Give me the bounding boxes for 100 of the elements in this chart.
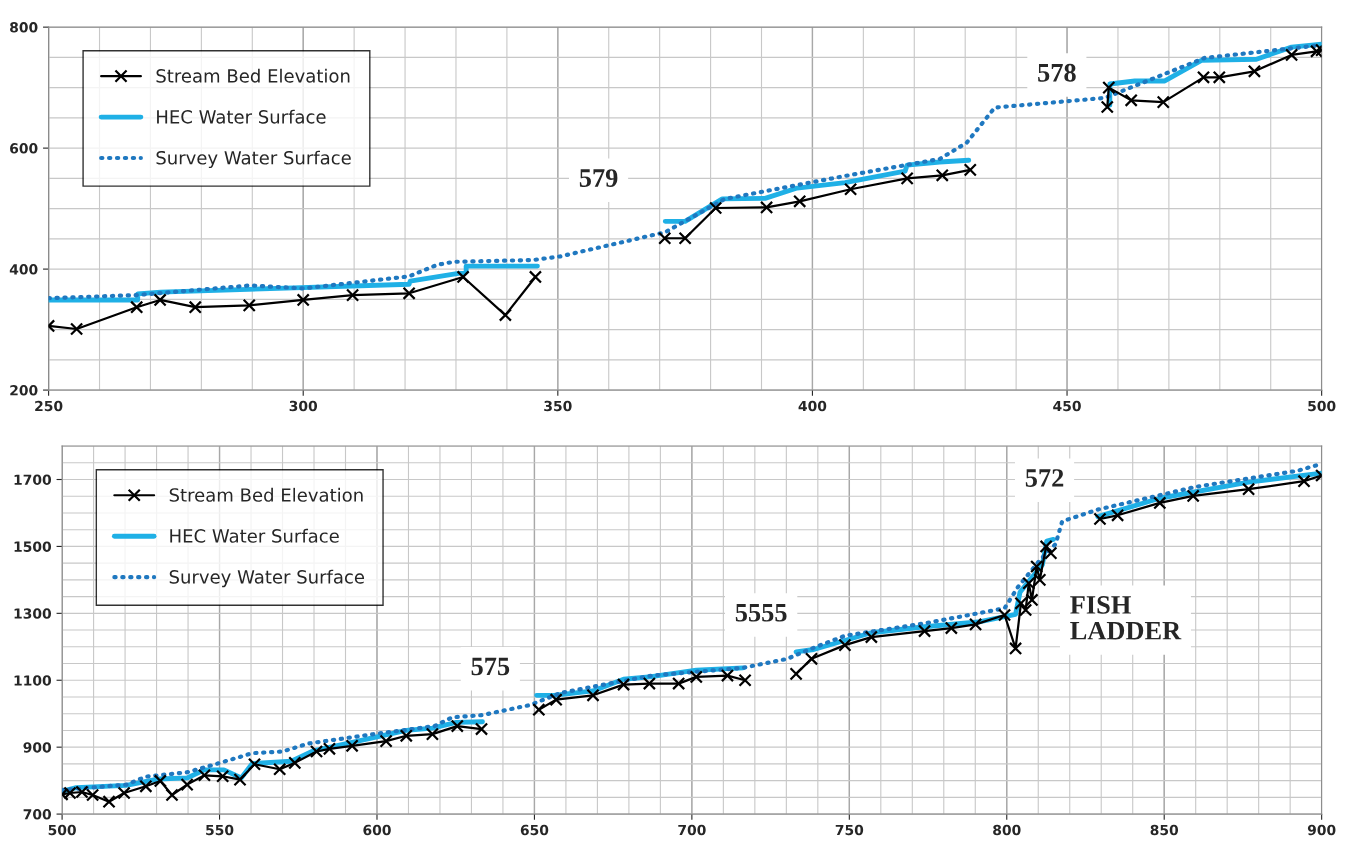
point: [759, 200, 774, 215]
point: [1212, 70, 1226, 85]
annotation: 578: [1038, 63, 1076, 82]
y-tick-label: 1500: [14, 541, 52, 552]
annotation: 579: [579, 169, 618, 187]
point: [450, 719, 464, 733]
point: [1030, 559, 1044, 574]
point: [1247, 64, 1262, 78]
point: [379, 734, 393, 748]
point: [720, 668, 735, 683]
point: [1102, 80, 1116, 95]
point: [1008, 641, 1023, 656]
point: [804, 652, 819, 666]
point: [586, 688, 600, 702]
y-tick-label: 800: [10, 22, 38, 33]
x-tick-label: 350: [544, 400, 572, 412]
x-tick-label: 500: [1308, 400, 1336, 412]
point: [968, 617, 983, 632]
legend-label: Stream Bed Elevation: [156, 68, 350, 83]
annotation: 575: [471, 657, 510, 676]
point: [1044, 546, 1058, 560]
point: [139, 779, 153, 793]
point: [997, 608, 1012, 622]
point: [1039, 539, 1053, 554]
point: [345, 739, 359, 753]
point: [1153, 496, 1167, 510]
point: [642, 676, 657, 691]
point: [1018, 603, 1033, 617]
point: [793, 194, 807, 209]
legend-label: HEC Water Surface: [157, 109, 326, 124]
point: [425, 727, 440, 741]
legend-label: Survey Water Surface: [169, 569, 365, 588]
x-tick-label: 800: [993, 824, 1021, 836]
point: [838, 638, 852, 652]
legend-label: Stream Bed Elevation: [169, 487, 363, 502]
point: [549, 692, 563, 707]
y-tick-label: 200: [10, 385, 38, 396]
point: [197, 768, 212, 782]
y-tick-label: 700: [23, 809, 52, 820]
annotation: FISH LADDER: [1070, 596, 1182, 640]
point: [1196, 70, 1211, 85]
point: [130, 300, 144, 314]
x-tick-label: 700: [678, 824, 706, 836]
point: [1100, 100, 1114, 114]
point: [296, 293, 310, 307]
point: [709, 201, 723, 215]
y-tick-label: 900: [23, 742, 52, 753]
point: [153, 293, 167, 307]
point: [864, 630, 879, 644]
point: [917, 624, 932, 638]
point: [935, 168, 949, 182]
x-tick-label: 500: [48, 824, 76, 836]
point: [288, 756, 302, 770]
annotation: 5555: [735, 604, 787, 622]
point: [456, 270, 470, 284]
point: [117, 786, 131, 800]
point: [498, 308, 513, 322]
point: [1186, 489, 1200, 503]
x-tick-label: 650: [520, 824, 549, 836]
y-tick-label: 400: [9, 264, 38, 275]
point: [1284, 48, 1299, 62]
point: [402, 286, 416, 300]
point: [616, 677, 631, 692]
point: [689, 670, 703, 684]
x-tick-label: 900: [1307, 824, 1336, 836]
point: [528, 270, 543, 284]
point: [165, 788, 179, 802]
point: [399, 729, 413, 743]
point: [1124, 93, 1138, 107]
y-tick-label: 600: [10, 143, 38, 154]
point: [1156, 95, 1170, 109]
point: [273, 762, 287, 776]
x-tick-label: 300: [289, 400, 318, 412]
point: [69, 322, 84, 336]
x-tick-label: 400: [798, 400, 827, 412]
point: [658, 231, 672, 245]
point: [738, 673, 752, 687]
point: [944, 621, 959, 635]
y-tick-label: 1100: [14, 675, 52, 686]
legend-label: HEC Water Surface: [170, 528, 339, 543]
point: [1241, 482, 1256, 496]
point: [345, 288, 360, 302]
point: [233, 772, 247, 787]
x-tick-label: 750: [835, 824, 864, 836]
point: [180, 777, 194, 792]
point: [900, 171, 914, 186]
y-tick-label: 1300: [14, 608, 52, 619]
point: [789, 667, 803, 681]
x-tick-label: 600: [363, 824, 391, 836]
x-tick-label: 250: [35, 400, 63, 412]
point: [242, 298, 256, 313]
legend-label: Survey Water Surface: [156, 150, 351, 169]
y-tick-label: 1700: [14, 474, 52, 485]
point: [153, 774, 168, 788]
point: [474, 722, 489, 736]
point: [843, 182, 858, 196]
point: [963, 163, 977, 177]
point: [678, 231, 692, 245]
point: [247, 757, 262, 771]
point: [671, 676, 686, 691]
